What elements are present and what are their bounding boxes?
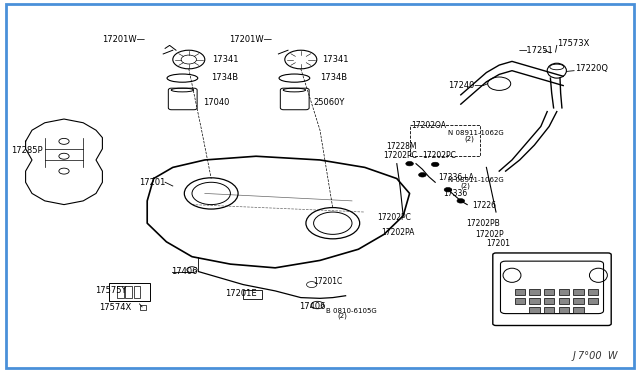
Text: (2): (2) [337,313,347,320]
FancyBboxPatch shape [529,298,540,304]
FancyBboxPatch shape [559,307,569,313]
FancyBboxPatch shape [544,307,554,313]
Text: (2): (2) [464,136,474,142]
Circle shape [406,161,413,166]
Text: 17285P: 17285P [12,146,43,155]
Text: B 0810-6105G: B 0810-6105G [326,308,377,314]
Text: 17202PA: 17202PA [381,228,415,237]
Text: 1734B: 1734B [211,73,238,82]
FancyBboxPatch shape [573,298,584,304]
FancyBboxPatch shape [588,298,598,304]
Text: 17201E: 17201E [225,289,257,298]
FancyBboxPatch shape [493,253,611,326]
Circle shape [444,187,452,192]
Text: 17573X: 17573X [557,39,589,48]
Text: (2): (2) [461,183,470,189]
FancyBboxPatch shape [573,307,584,313]
Text: 17201W—: 17201W— [229,35,272,44]
Text: 17202P: 17202P [475,230,504,239]
FancyBboxPatch shape [529,307,540,313]
Text: 17226: 17226 [472,201,497,210]
FancyBboxPatch shape [544,298,554,304]
Text: 17336: 17336 [443,189,467,198]
Text: 17220Q: 17220Q [575,64,608,73]
Text: 17202OA: 17202OA [412,121,447,130]
Text: 17202PC: 17202PC [383,151,417,160]
Text: 17575Y: 17575Y [95,286,126,295]
Text: 17336+A: 17336+A [438,173,474,182]
Text: 17406: 17406 [172,267,198,276]
Text: 17202PC: 17202PC [422,151,456,160]
Text: 17201: 17201 [140,178,166,187]
Circle shape [431,162,439,167]
Circle shape [457,199,465,203]
Text: 17406: 17406 [300,302,326,311]
Text: —17251: —17251 [518,46,553,55]
Text: 17201C: 17201C [314,278,343,286]
Text: 17341: 17341 [212,55,239,64]
Text: 1734B: 1734B [320,73,347,82]
FancyBboxPatch shape [559,298,569,304]
Text: 17243M: 17243M [521,316,554,325]
Text: 25060Y: 25060Y [314,98,345,107]
Text: N 08911-1062G: N 08911-1062G [448,177,504,183]
Text: 17240—: 17240— [448,81,483,90]
Text: 17040: 17040 [204,98,230,107]
FancyBboxPatch shape [515,289,525,295]
Circle shape [419,173,426,177]
Text: 17202PC: 17202PC [378,213,412,222]
FancyBboxPatch shape [559,289,569,295]
Text: 17228M: 17228M [386,142,417,151]
Text: 17341: 17341 [322,55,348,64]
Text: 17201: 17201 [486,239,511,248]
FancyBboxPatch shape [529,289,540,295]
Text: 17202PB: 17202PB [466,219,500,228]
FancyBboxPatch shape [515,298,525,304]
Text: N 08911-1062G: N 08911-1062G [448,130,504,136]
FancyBboxPatch shape [544,289,554,295]
Text: J 7°00  W: J 7°00 W [572,351,618,361]
FancyBboxPatch shape [573,289,584,295]
FancyBboxPatch shape [588,289,598,295]
Text: 17574X: 17574X [99,303,131,312]
Text: 17201W—: 17201W— [102,35,145,44]
